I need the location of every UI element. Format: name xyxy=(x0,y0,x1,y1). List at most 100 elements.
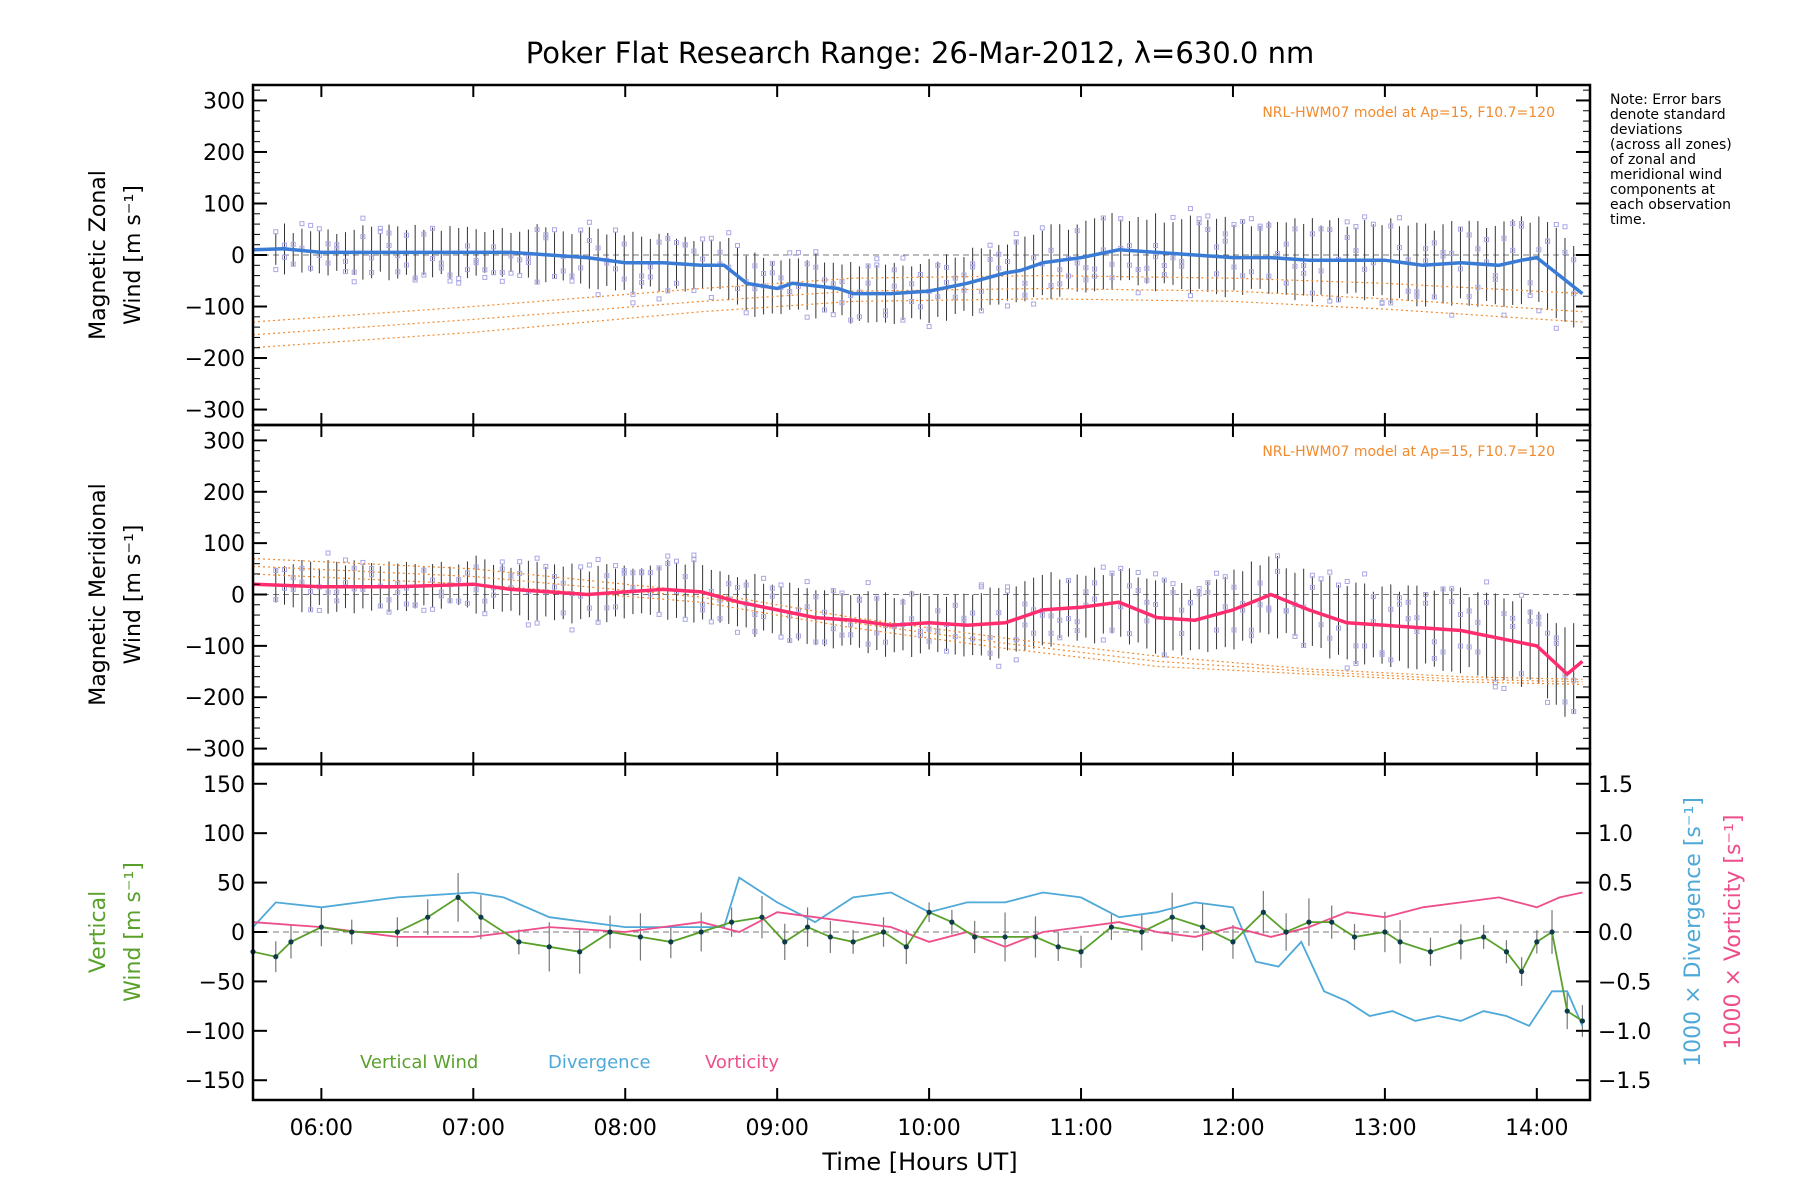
vertical-wind-point xyxy=(425,914,431,920)
legend-vertical-wind: Vertical Wind xyxy=(360,1052,478,1073)
meridional-scatter-point xyxy=(1048,613,1054,619)
meridional-scatter-point xyxy=(595,556,601,562)
zonal-scatter-point xyxy=(743,310,749,316)
vertical-ylabel-line-2: Wind [m s⁻¹] xyxy=(121,862,146,1002)
meridional-scatter-point xyxy=(1065,616,1071,622)
zonal-scatter-point xyxy=(639,273,645,279)
meridional-scatter-point xyxy=(1013,657,1019,663)
meridional-scatter-point xyxy=(1492,684,1498,690)
meridional-scatter-point xyxy=(734,585,740,591)
meridional-scatter-point xyxy=(1283,608,1289,614)
zonal-scatter-point xyxy=(351,269,357,275)
note-line: (across all zones) xyxy=(1610,137,1732,153)
meridional-scatter-point xyxy=(1126,583,1132,589)
zonal-model-annotation: NRL-HWM07 model at Ap=15, F10.7=120 xyxy=(1262,105,1555,121)
meridional-scatter-point xyxy=(1440,586,1446,592)
zonal-scatter-point xyxy=(464,243,470,249)
divergence-ytick-label: −1.0 xyxy=(1598,1020,1651,1045)
meridional-scatter-point xyxy=(1318,622,1324,628)
meridional-scatter-point xyxy=(952,634,958,640)
vertical-wind-point xyxy=(1534,939,1540,945)
meridional-scatter-point xyxy=(752,628,758,634)
zonal-scatter-point xyxy=(1214,271,1220,277)
zonal-scatter-point xyxy=(325,241,331,247)
meridional-model-curve-1 xyxy=(252,557,1583,680)
vertical-wind-point xyxy=(1481,934,1487,940)
meridional-scatter-point xyxy=(386,597,392,603)
zonal-scatter-point xyxy=(656,296,662,302)
zonal-scatter-point xyxy=(430,225,436,231)
note-line: components at xyxy=(1610,182,1716,198)
meridional-scatter-point xyxy=(1370,594,1376,600)
zonal-scatter-point xyxy=(543,235,549,241)
meridional-ytick-label: 200 xyxy=(203,481,245,506)
zonal-scatter-point xyxy=(290,261,296,267)
meridional-scatter-point xyxy=(1170,590,1176,596)
zonal-scatter-point xyxy=(1266,273,1272,279)
meridional-scatter-point xyxy=(1161,652,1167,658)
error-bar-note: Note: Error bars denote standard deviati… xyxy=(1610,92,1736,228)
meridional-scatter-point xyxy=(1388,606,1394,612)
meridional-scatter-point xyxy=(1327,635,1333,641)
divergence-ylabel: 1000 × Divergence [s⁻¹] xyxy=(1681,797,1706,1067)
vertical-wind-point xyxy=(880,929,887,935)
meridional-scatter-point xyxy=(1074,627,1080,633)
meridional-ytick-label: 0 xyxy=(231,584,245,609)
zonal-scatter-point xyxy=(1126,262,1132,268)
zonal-scatter-point xyxy=(795,250,801,256)
meridional-scatter-point xyxy=(1266,607,1272,613)
meridional-scatter-point xyxy=(1144,599,1150,605)
meridional-scatter-point xyxy=(1257,602,1263,608)
meridional-scatter-point xyxy=(778,582,784,588)
meridional-scatter-point xyxy=(517,559,523,565)
zonal-scatter-point xyxy=(1449,250,1455,256)
zonal-scatter-point xyxy=(613,266,619,272)
meridional-scatter-point xyxy=(342,557,348,563)
zonal-scatter-point xyxy=(1161,263,1167,269)
zonal-scatter-point xyxy=(865,263,871,269)
zonal-scatter-point xyxy=(700,256,706,262)
zonal-scatter-point xyxy=(1109,275,1115,281)
zonal-scatter-point xyxy=(1536,308,1542,314)
meridional-scatter-point xyxy=(1231,627,1237,633)
meridional-scatter-point xyxy=(1362,571,1368,577)
zonal-scatter-point xyxy=(1231,264,1237,270)
meridional-scatter-point xyxy=(1187,599,1193,605)
meridional-scatter-point xyxy=(839,632,845,638)
zonal-scatter-point xyxy=(839,300,845,306)
x-tick-label: 13:00 xyxy=(1353,1116,1416,1141)
meridional-scatter-point xyxy=(822,609,828,615)
meridional-scatter-point xyxy=(717,616,723,622)
zonal-scatter-point xyxy=(543,232,549,238)
vertical-wind-point xyxy=(1329,919,1335,925)
meridional-scatter-point xyxy=(769,593,775,599)
zonal-scatter-point xyxy=(900,317,906,323)
meridional-scatter-point xyxy=(1553,640,1559,646)
zonal-scatter-point xyxy=(1283,241,1289,247)
zonal-ytick-label: 300 xyxy=(203,89,245,114)
vertical-wind-point xyxy=(273,954,279,960)
zonal-scatter-point xyxy=(1004,303,1010,309)
meridional-scatter-point xyxy=(508,573,514,579)
zonal-scatter-point xyxy=(1414,289,1420,295)
meridional-scatter-point xyxy=(1423,591,1429,597)
zonal-scatter-point xyxy=(848,317,854,323)
zonal-ytick-label: −200 xyxy=(185,347,245,372)
zonal-scatter-point xyxy=(395,269,401,275)
zonal-ytick-label: 100 xyxy=(203,192,245,217)
zonal-scatter-point xyxy=(1553,222,1559,228)
zonal-scatter-point xyxy=(621,241,627,247)
zonal-scatter-point xyxy=(1510,220,1516,226)
zonal-scatter-point xyxy=(961,287,967,293)
zonal-scatter-point xyxy=(1170,255,1176,261)
meridional-scatter-point xyxy=(1144,618,1150,624)
meridional-scatter-point xyxy=(1510,623,1516,629)
vorticity-line xyxy=(252,891,1583,948)
meridional-scatter-point xyxy=(1527,609,1533,615)
vertical-wind-point xyxy=(1283,929,1289,935)
meridional-scatter-point xyxy=(456,598,462,604)
zonal-scatter-point xyxy=(1048,247,1054,253)
meridional-scatter-point xyxy=(1501,685,1507,691)
zonal-scatter-point xyxy=(1214,244,1220,250)
zonal-scatter-point xyxy=(1135,290,1141,296)
